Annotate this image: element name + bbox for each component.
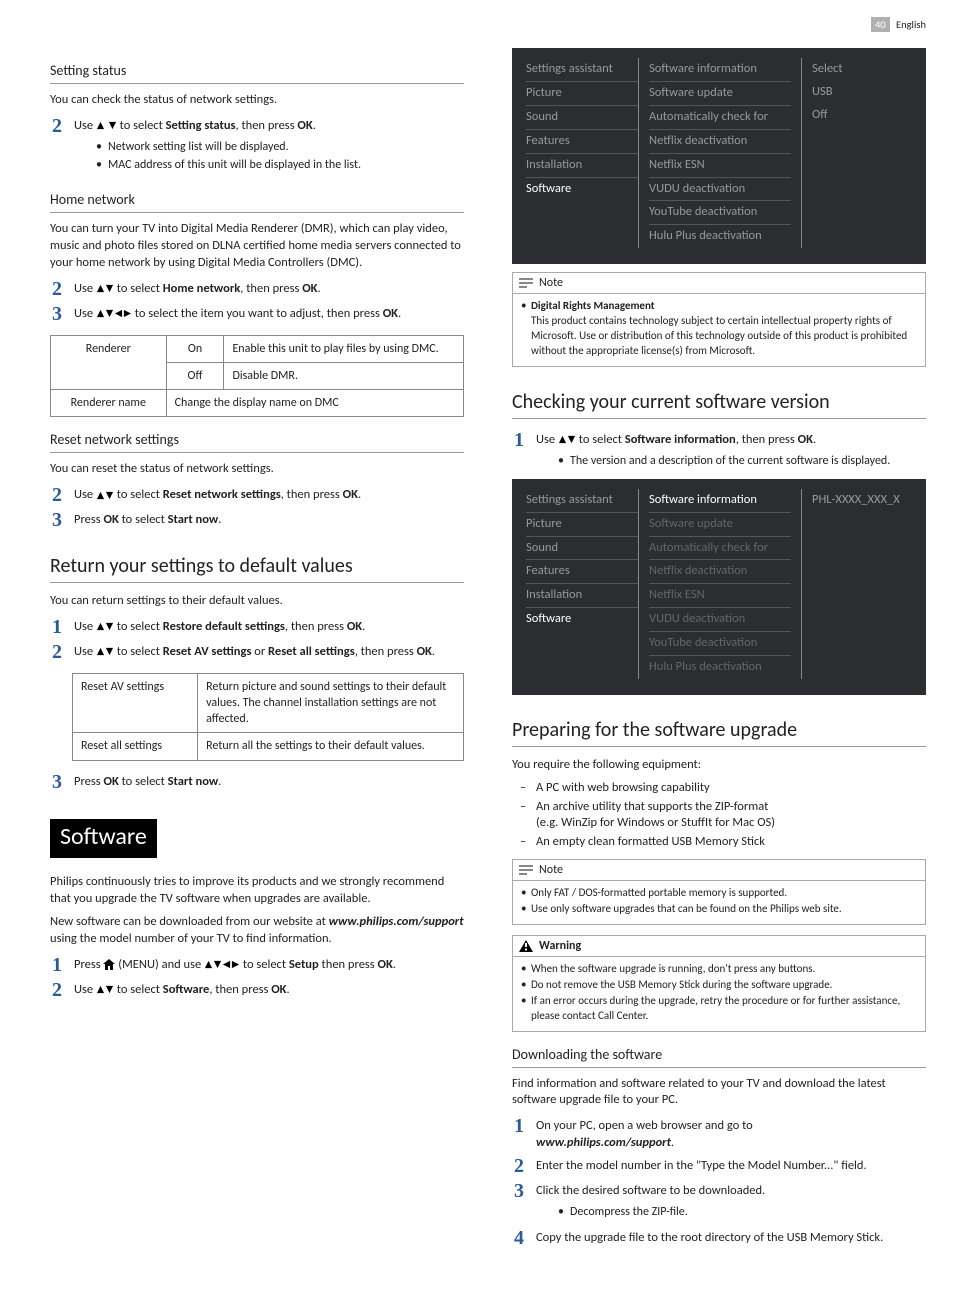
text: New software can be downloaded from our … <box>50 914 464 948</box>
menu-left-item: Features <box>526 130 638 154</box>
step: 2 Use to select Setting status, then pre… <box>52 115 464 177</box>
step: 1 On your PC, open a web browser and go … <box>514 1115 926 1152</box>
note-icon <box>519 864 533 876</box>
menu-mid-item: Software update <box>649 513 791 537</box>
reset-table: Reset AV settingsReturn picture and soun… <box>72 673 464 761</box>
dash-item: An archive utility that supports the ZIP… <box>520 799 926 833</box>
step: 1 Press (MENU) and use to select Setup t… <box>52 954 464 976</box>
dash-item: An empty clean formatted USB Memory Stic… <box>520 834 926 851</box>
heading-home-network: Home network <box>50 191 464 213</box>
menu-right-item: PHL-XXXX_XXX_X <box>812 489 912 512</box>
menu-panel-2: Settings assistantPictureSoundFeaturesIn… <box>512 479 926 695</box>
menu-mid-item: Software update <box>649 82 791 106</box>
step: 2 Enter the model number in the "Type th… <box>514 1155 926 1177</box>
menu-left-item: Software <box>526 608 638 631</box>
menu-mid-item: Hulu Plus deactivation <box>649 225 791 248</box>
heading-software: Software <box>50 819 157 858</box>
down-icon <box>105 284 114 293</box>
bullet: Decompress the ZIP-file. <box>558 1204 926 1220</box>
menu-mid-item: Netflix ESN <box>649 154 791 178</box>
menu-mid-item: YouTube deactivation <box>649 201 791 225</box>
text: You can reset the status of network sett… <box>50 461 464 478</box>
menu-right-item: Select <box>812 58 912 81</box>
home-icon <box>103 959 115 970</box>
step: 2 Use to select Home network, then press… <box>52 278 464 300</box>
menu-mid-item: Netflix deactivation <box>649 130 791 154</box>
step: 3 Press OK to select Start now. <box>52 771 464 793</box>
page-header: 40 English <box>50 18 926 32</box>
menu-left-item: Settings assistant <box>526 58 638 82</box>
warning-box: Warning When the software upgrade is run… <box>512 935 926 1032</box>
bullet: MAC address of this unit will be display… <box>96 157 464 173</box>
up-icon <box>96 121 105 130</box>
note-icon <box>519 277 533 289</box>
warning-icon <box>519 940 533 952</box>
menu-right-item: Off <box>812 104 912 127</box>
step: 1 Use to select Software information, th… <box>514 429 926 473</box>
menu-mid-item: VUDU deactivation <box>649 608 791 632</box>
heading-return-defaults: Return your settings to default values <box>50 553 464 583</box>
note-usb: Note Only FAT / DOS-formatted portable m… <box>512 859 926 925</box>
note-drm: Note Digital Rights ManagementThis produ… <box>512 272 926 367</box>
heading-checking: Checking your current software version <box>512 389 926 419</box>
step: 4 Copy the upgrade file to the root dire… <box>514 1227 926 1249</box>
menu-mid-item: Software information <box>649 489 791 513</box>
step: 1 Use to select Restore default settings… <box>52 616 464 638</box>
step: 3 Click the desired software to be downl… <box>514 1180 926 1224</box>
text: Find information and software related to… <box>512 1076 926 1110</box>
menu-left-item: Installation <box>526 154 638 178</box>
step: 2 Use to select Reset network settings, … <box>52 484 464 506</box>
up-icon <box>96 284 105 293</box>
menu-left-item: Picture <box>526 82 638 106</box>
menu-mid-item: Netflix ESN <box>649 584 791 608</box>
dash-item: A PC with web browsing capability <box>520 780 926 797</box>
page-number: 40 <box>871 17 890 32</box>
menu-mid-item: Hulu Plus deactivation <box>649 656 791 679</box>
down-icon <box>108 121 117 130</box>
left-icon <box>114 309 123 318</box>
step: 3 Use to select the item you want to adj… <box>52 303 464 325</box>
heading-setting-status: Setting status <box>50 62 464 84</box>
heading-preparing: Preparing for the software upgrade <box>512 717 926 747</box>
menu-left-item: Sound <box>526 537 638 561</box>
menu-mid-item: Automatically check for <box>649 537 791 561</box>
menu-mid-item: YouTube deactivation <box>649 632 791 656</box>
menu-left-item: Installation <box>526 584 638 608</box>
up-icon <box>96 309 105 318</box>
text: You require the following equipment: <box>512 757 926 774</box>
right-icon <box>123 309 132 318</box>
text: Philips continuously tries to improve it… <box>50 874 464 908</box>
menu-mid-item: Software information <box>649 58 791 82</box>
step: 2 Use to select Software, then press OK. <box>52 979 464 1001</box>
step: 3 Press OK to select Start now. <box>52 509 464 531</box>
text: You can check the status of network sett… <box>50 92 464 109</box>
heading-reset-network: Reset network settings <box>50 431 464 453</box>
menu-left-item: Features <box>526 560 638 584</box>
menu-mid-item: VUDU deactivation <box>649 178 791 202</box>
bullet: The version and a description of the cur… <box>558 453 926 469</box>
menu-left-item: Settings assistant <box>526 489 638 513</box>
text: You can turn your TV into Digital Media … <box>50 221 464 272</box>
text: You can return settings to their default… <box>50 593 464 610</box>
menu-mid-item: Netflix deactivation <box>649 560 791 584</box>
page-lang: English <box>896 18 926 31</box>
bullet: Network setting list will be displayed. <box>96 139 464 155</box>
home-network-table: Renderer On Enable this unit to play fil… <box>50 335 464 418</box>
menu-right-item: USB <box>812 81 912 104</box>
menu-left-item: Software <box>526 178 638 201</box>
menu-mid-item: Automatically check for <box>649 106 791 130</box>
left-column: Setting status You can check the status … <box>50 48 464 1255</box>
down-icon <box>105 309 114 318</box>
menu-left-item: Sound <box>526 106 638 130</box>
menu-panel-1: Settings assistantPictureSoundFeaturesIn… <box>512 48 926 264</box>
heading-downloading: Downloading the software <box>512 1046 926 1068</box>
menu-left-item: Picture <box>526 513 638 537</box>
step: 2 Use to select Reset AV settings or Res… <box>52 641 464 663</box>
right-column: Settings assistantPictureSoundFeaturesIn… <box>512 48 926 1255</box>
